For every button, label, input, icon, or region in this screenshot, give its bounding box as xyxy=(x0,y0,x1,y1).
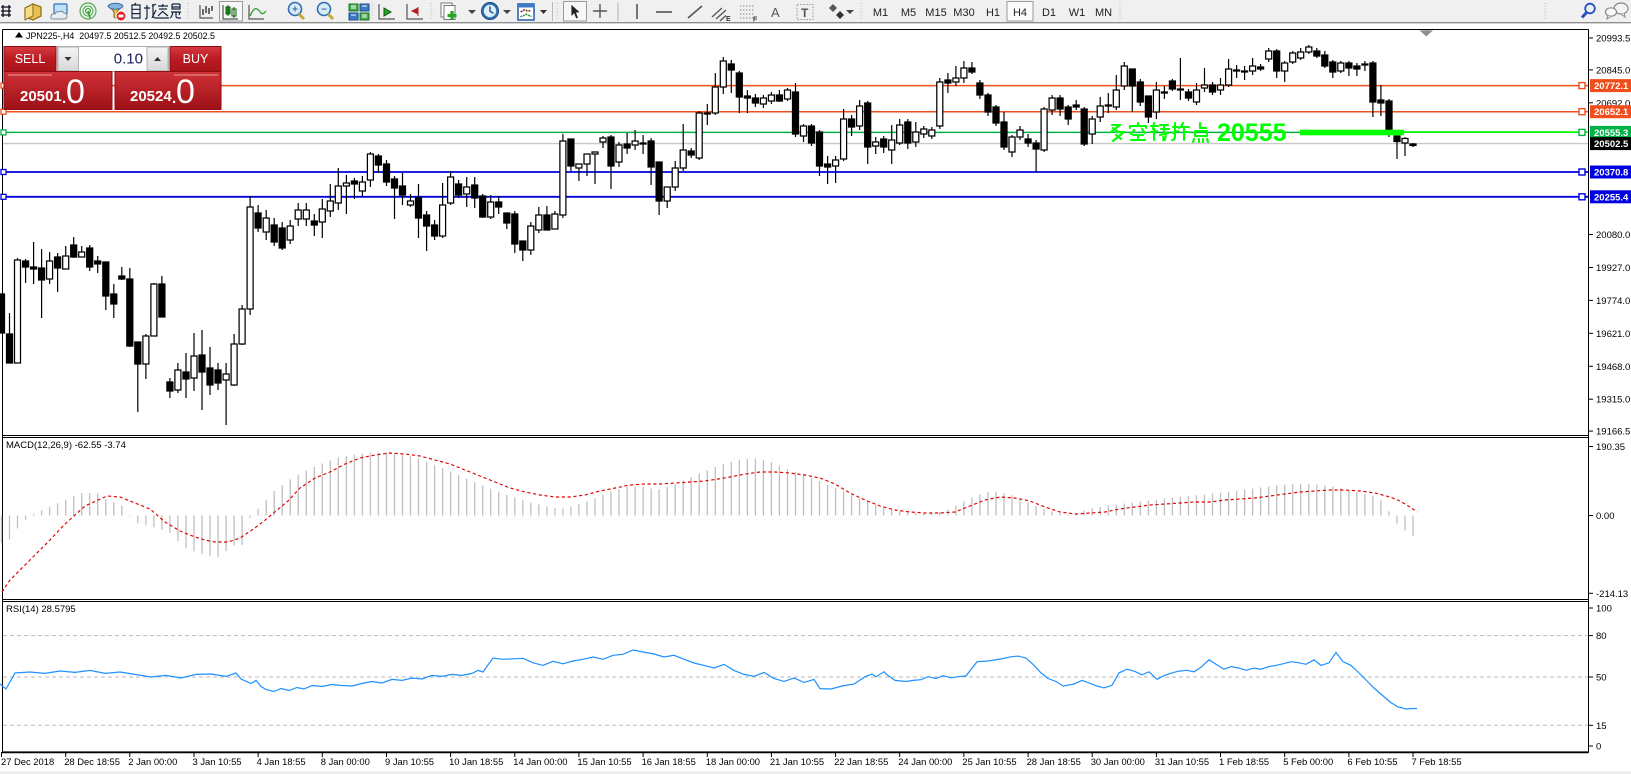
svg-text:-214.13: -214.13 xyxy=(1596,589,1628,600)
svg-text:BUY: BUY xyxy=(183,52,209,66)
svg-text:H4: H4 xyxy=(1013,7,1027,19)
svg-text:31 Jan 10:55: 31 Jan 10:55 xyxy=(1155,756,1209,767)
svg-text:25 Jan 10:55: 25 Jan 10:55 xyxy=(962,756,1016,767)
svg-text:19468.0: 19468.0 xyxy=(1596,362,1630,373)
svg-text:A: A xyxy=(771,5,780,20)
svg-text:190.35: 190.35 xyxy=(1596,442,1625,453)
svg-text:21 Jan 10:55: 21 Jan 10:55 xyxy=(770,756,824,767)
svg-text:−: − xyxy=(321,5,327,16)
svg-text:18 Jan 00:00: 18 Jan 00:00 xyxy=(706,756,760,767)
svg-text:20255.4: 20255.4 xyxy=(1594,192,1629,203)
svg-text:T: T xyxy=(801,6,809,20)
svg-text:19166.5: 19166.5 xyxy=(1596,427,1630,438)
svg-text:6 Feb 10:55: 6 Feb 10:55 xyxy=(1347,756,1397,767)
svg-text:28 Jan 18:55: 28 Jan 18:55 xyxy=(1027,756,1081,767)
svg-text:W1: W1 xyxy=(1069,7,1086,19)
svg-text:14 Jan 00:00: 14 Jan 00:00 xyxy=(513,756,567,767)
svg-text:20370.8: 20370.8 xyxy=(1594,168,1628,179)
svg-text:28 Dec 18:55: 28 Dec 18:55 xyxy=(64,756,120,767)
svg-text:MACD(12,26,9) -62.55 -3.74: MACD(12,26,9) -62.55 -3.74 xyxy=(6,440,126,451)
svg-text:19621.0: 19621.0 xyxy=(1596,329,1630,340)
svg-text:50: 50 xyxy=(1596,673,1607,684)
svg-text:3 Jan 10:55: 3 Jan 10:55 xyxy=(193,756,242,767)
svg-text:7 Feb 18:55: 7 Feb 18:55 xyxy=(1412,756,1462,767)
svg-text:15 Jan 10:55: 15 Jan 10:55 xyxy=(577,756,631,767)
svg-text:27 Dec 2018: 27 Dec 2018 xyxy=(1,756,54,767)
svg-text:20080.0: 20080.0 xyxy=(1596,230,1630,241)
svg-text:19774.0: 19774.0 xyxy=(1596,296,1630,307)
svg-text:.: . xyxy=(62,90,66,107)
svg-text:M30: M30 xyxy=(953,7,974,19)
svg-text:D1: D1 xyxy=(1042,7,1056,19)
svg-text:2 Jan 00:00: 2 Jan 00:00 xyxy=(128,756,177,767)
svg-text:JPN225-,H4 20497.5 20512.5 20: JPN225-,H4 20497.5 20512.5 20492.5 20502… xyxy=(26,31,215,41)
svg-text:20501: 20501 xyxy=(20,88,62,105)
svg-text:20993.5: 20993.5 xyxy=(1596,34,1630,45)
svg-text:1 Feb 18:55: 1 Feb 18:55 xyxy=(1219,756,1269,767)
svg-text:M5: M5 xyxy=(901,7,916,19)
svg-text:20502.5: 20502.5 xyxy=(1594,139,1629,150)
svg-text:SELL: SELL xyxy=(15,52,46,66)
svg-text:100: 100 xyxy=(1596,604,1612,615)
svg-text:0: 0 xyxy=(1596,742,1601,753)
svg-text:19315.0: 19315.0 xyxy=(1596,395,1630,406)
svg-text:22 Jan 18:55: 22 Jan 18:55 xyxy=(834,756,888,767)
svg-text:RSI(14) 28.5795: RSI(14) 28.5795 xyxy=(6,604,76,615)
svg-text:4 Jan 18:55: 4 Jan 18:55 xyxy=(257,756,306,767)
svg-text:30 Jan 00:00: 30 Jan 00:00 xyxy=(1091,756,1145,767)
svg-text:0: 0 xyxy=(176,73,195,111)
svg-text:M1: M1 xyxy=(873,7,888,19)
svg-text:0: 0 xyxy=(66,73,85,111)
svg-text:19927.0: 19927.0 xyxy=(1596,263,1630,274)
svg-text:15: 15 xyxy=(1596,721,1607,732)
svg-text:20652.1: 20652.1 xyxy=(1594,107,1629,118)
svg-text:16 Jan 18:55: 16 Jan 18:55 xyxy=(642,756,696,767)
svg-text:9 Jan 10:55: 9 Jan 10:55 xyxy=(385,756,434,767)
svg-text:20555: 20555 xyxy=(1217,119,1287,147)
svg-text:F: F xyxy=(753,17,758,24)
svg-text:.: . xyxy=(172,90,176,107)
svg-text:10 Jan 18:55: 10 Jan 18:55 xyxy=(449,756,503,767)
svg-text:E: E xyxy=(726,16,731,23)
svg-text:H1: H1 xyxy=(986,7,1000,19)
svg-text:20772.1: 20772.1 xyxy=(1594,81,1629,92)
svg-text:20524: 20524 xyxy=(130,88,172,105)
svg-text:0.00: 0.00 xyxy=(1596,511,1615,522)
svg-text:20845.0: 20845.0 xyxy=(1596,65,1630,76)
svg-text:24 Jan 00:00: 24 Jan 00:00 xyxy=(898,756,952,767)
svg-text:20692.0: 20692.0 xyxy=(1596,98,1630,109)
svg-text:8 Jan 00:00: 8 Jan 00:00 xyxy=(321,756,370,767)
svg-text:80: 80 xyxy=(1596,631,1607,642)
svg-text:+: + xyxy=(292,5,298,16)
svg-text:MN: MN xyxy=(1095,7,1112,19)
svg-text:M15: M15 xyxy=(925,7,946,19)
svg-text:20555.3: 20555.3 xyxy=(1594,128,1628,139)
svg-text:0.10: 0.10 xyxy=(114,51,143,68)
svg-text:5 Feb 00:00: 5 Feb 00:00 xyxy=(1283,756,1333,767)
